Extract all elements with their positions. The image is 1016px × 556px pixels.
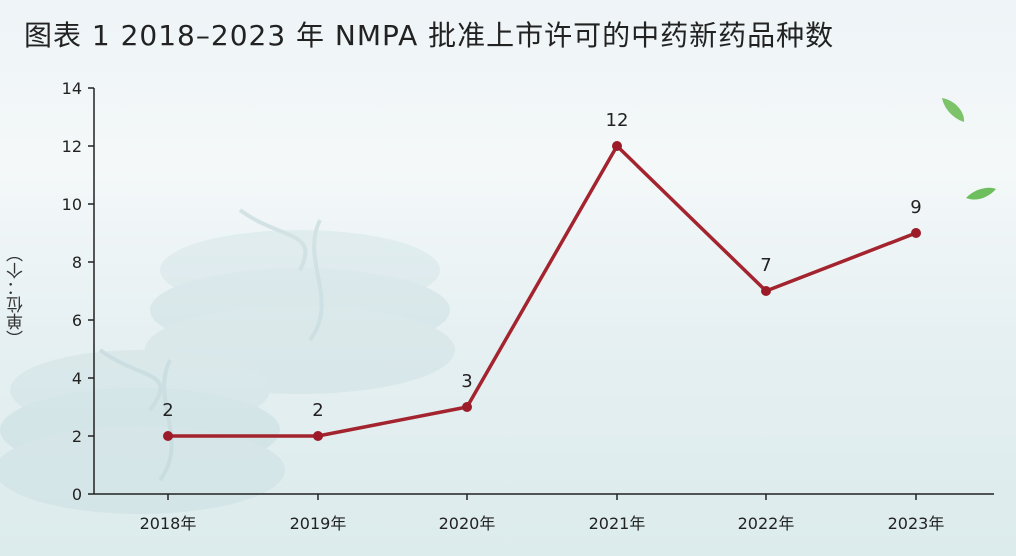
y-tick-label: 0: [72, 485, 82, 504]
data-label: 2: [162, 400, 173, 421]
data-point: [313, 431, 323, 441]
data-labels: 2 2 3 12 7 9: [162, 110, 921, 421]
x-tick-label: 2019年: [290, 514, 347, 533]
y-tick-label: 2: [72, 427, 82, 446]
y-tick-label: 10: [62, 195, 82, 214]
axes: [93, 88, 994, 495]
data-point: [462, 402, 472, 412]
data-point: [163, 431, 173, 441]
x-tick-label: 2018年: [140, 514, 197, 533]
x-tick-label: 2022年: [738, 514, 795, 533]
x-tick-label: 2020年: [439, 514, 496, 533]
data-label: 7: [760, 255, 771, 276]
series-points: [163, 141, 921, 441]
data-label: 2: [312, 400, 323, 421]
data-label: 3: [461, 371, 472, 392]
chart-title: 图表 1 2018–2023 年 NMPA 批准上市许可的中药新药品种数: [24, 19, 835, 52]
y-tick-label: 6: [72, 311, 82, 330]
x-ticks: 2018年 2019年 2020年 2021年 2022年 2023年: [140, 494, 945, 533]
y-tick-label: 4: [72, 369, 82, 388]
x-tick-label: 2021年: [589, 514, 646, 533]
data-label: 12: [606, 110, 629, 131]
data-point: [911, 228, 921, 238]
y-tick-label: 12: [62, 137, 82, 156]
y-tick-label: 8: [72, 253, 82, 272]
series-line: [166, 144, 918, 438]
data-point: [612, 141, 622, 151]
background-decoration: [0, 208, 455, 514]
x-tick-label: 2023年: [888, 514, 945, 533]
series-polyline: [166, 144, 918, 438]
y-ticks: 0 2 4 6 8 10 12 14: [62, 79, 94, 504]
leaf-decoration: [942, 98, 996, 200]
y-tick-label: 14: [62, 79, 82, 98]
data-label: 9: [910, 197, 921, 218]
data-point: [761, 286, 771, 296]
